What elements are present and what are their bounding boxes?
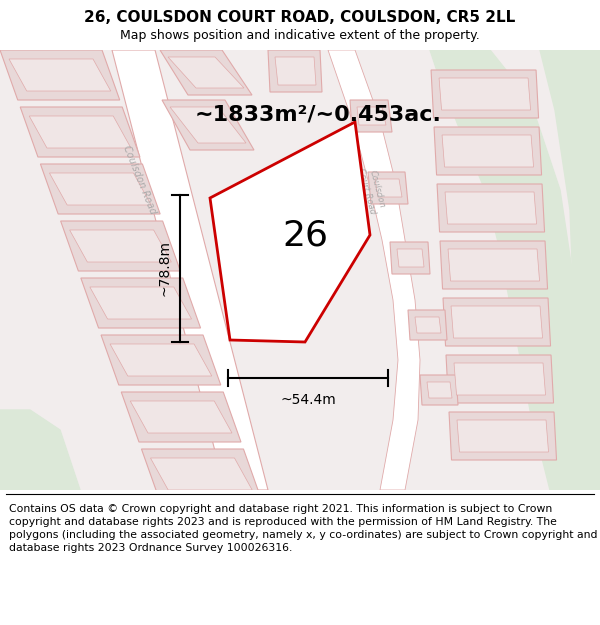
- Text: Coulsdon
Court Road: Coulsdon Court Road: [356, 165, 388, 215]
- Polygon shape: [268, 50, 322, 92]
- Polygon shape: [20, 107, 140, 157]
- Polygon shape: [29, 116, 131, 148]
- Polygon shape: [440, 241, 548, 289]
- Polygon shape: [151, 458, 252, 490]
- Polygon shape: [70, 230, 172, 262]
- Polygon shape: [375, 179, 402, 197]
- Polygon shape: [90, 287, 191, 319]
- Polygon shape: [130, 401, 232, 433]
- Text: Coulsdon Road: Coulsdon Road: [122, 144, 158, 216]
- Polygon shape: [448, 249, 539, 281]
- Polygon shape: [160, 50, 252, 95]
- Polygon shape: [61, 221, 181, 271]
- Polygon shape: [328, 50, 420, 490]
- Polygon shape: [170, 107, 246, 143]
- Polygon shape: [0, 410, 80, 490]
- Text: ~1833m²/~0.453ac.: ~1833m²/~0.453ac.: [195, 105, 442, 125]
- Polygon shape: [457, 420, 548, 452]
- Polygon shape: [49, 173, 151, 205]
- Polygon shape: [430, 50, 600, 490]
- Polygon shape: [454, 363, 545, 395]
- Polygon shape: [121, 392, 241, 442]
- Polygon shape: [168, 57, 244, 88]
- Polygon shape: [40, 164, 160, 214]
- Polygon shape: [81, 278, 200, 328]
- Polygon shape: [9, 59, 111, 91]
- Polygon shape: [350, 100, 392, 132]
- Text: 26: 26: [282, 218, 328, 252]
- Polygon shape: [445, 192, 536, 224]
- Text: ~78.8m: ~78.8m: [158, 241, 172, 296]
- Polygon shape: [420, 375, 458, 405]
- Polygon shape: [427, 382, 452, 398]
- Text: 26, COULSDON COURT ROAD, COULSDON, CR5 2LL: 26, COULSDON COURT ROAD, COULSDON, CR5 2…: [85, 10, 515, 25]
- Polygon shape: [408, 310, 447, 340]
- Polygon shape: [368, 172, 408, 204]
- Polygon shape: [449, 412, 557, 460]
- Polygon shape: [434, 127, 542, 175]
- Text: ~54.4m: ~54.4m: [280, 393, 336, 407]
- Polygon shape: [0, 50, 120, 100]
- Polygon shape: [442, 135, 533, 167]
- Polygon shape: [210, 122, 370, 342]
- Text: Contains OS data © Crown copyright and database right 2021. This information is : Contains OS data © Crown copyright and d…: [9, 504, 598, 553]
- Polygon shape: [110, 344, 212, 376]
- Polygon shape: [446, 355, 554, 403]
- Polygon shape: [275, 57, 316, 85]
- Polygon shape: [540, 50, 600, 490]
- Polygon shape: [390, 242, 430, 274]
- Polygon shape: [415, 317, 441, 333]
- Polygon shape: [451, 306, 542, 338]
- Polygon shape: [0, 50, 600, 490]
- Polygon shape: [431, 70, 539, 118]
- Polygon shape: [437, 184, 545, 232]
- Polygon shape: [357, 107, 386, 125]
- Polygon shape: [397, 249, 424, 267]
- Text: Map shows position and indicative extent of the property.: Map shows position and indicative extent…: [120, 29, 480, 42]
- Polygon shape: [142, 449, 261, 499]
- Polygon shape: [162, 100, 254, 150]
- Polygon shape: [101, 335, 221, 385]
- Polygon shape: [112, 50, 268, 490]
- Polygon shape: [439, 78, 530, 110]
- Polygon shape: [443, 298, 551, 346]
